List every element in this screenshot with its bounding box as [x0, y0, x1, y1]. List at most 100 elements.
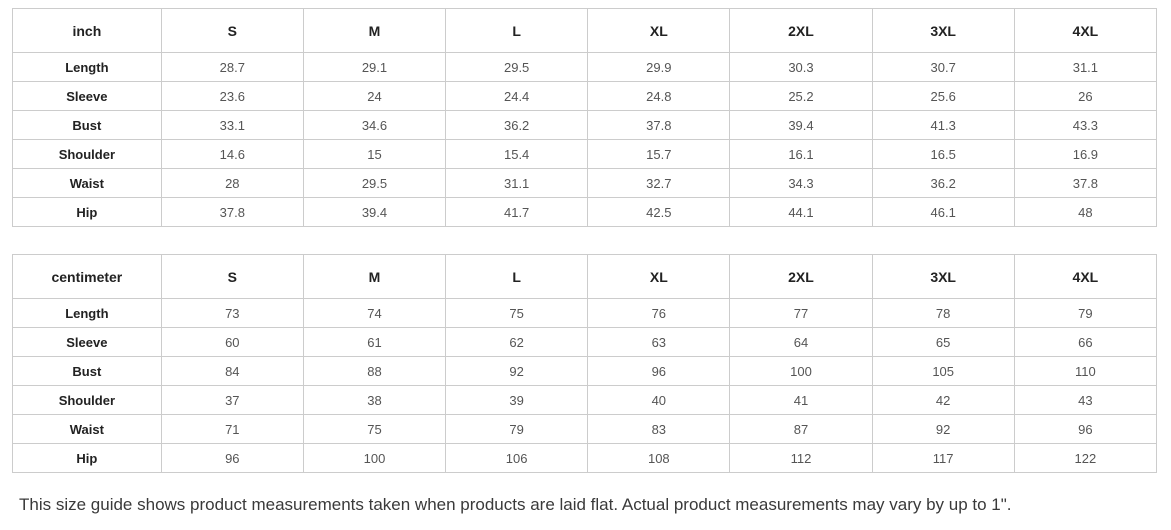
- measurement-value-cell: 23.6: [160, 81, 304, 111]
- measurement-value-cell: 108: [587, 443, 731, 473]
- measurement-value-cell: 33.1: [160, 110, 304, 140]
- measurement-value-cell: 96: [1013, 414, 1158, 444]
- size-header-cell: XL: [587, 254, 731, 299]
- measurement-value-cell: 60: [160, 327, 304, 357]
- measurement-value-cell: 92: [445, 356, 589, 386]
- measurement-value-cell: 77: [729, 298, 873, 328]
- measurement-value-cell: 96: [587, 356, 731, 386]
- measurement-value-cell: 14.6: [160, 139, 304, 169]
- measurement-value-cell: 24.4: [445, 81, 589, 111]
- size-table-inch: inch S M L XL 2XL 3XL 4XL Length 28.7 29.1 29.5 29.9…: [12, 8, 1158, 227]
- measurement-value-cell: 78: [871, 298, 1015, 328]
- size-header-cell: 2XL: [729, 254, 873, 299]
- row-label-cell: Sleeve: [12, 81, 162, 111]
- row-label-cell: Length: [12, 298, 162, 328]
- measurement-value-cell: 105: [871, 356, 1015, 386]
- measurement-row: Shoulder 14.6 15 15.4 15.7 16.1 16.5 16.9: [12, 139, 1158, 169]
- measurement-value-cell: 63: [587, 327, 731, 357]
- measurement-value-cell: 62: [445, 327, 589, 357]
- measurement-value-cell: 34.6: [302, 110, 447, 140]
- measurement-row: Waist 71 75 79 83 87 92 96: [12, 414, 1158, 444]
- measurement-value-cell: 36.2: [871, 168, 1015, 198]
- measurement-value-cell: 41.3: [871, 110, 1015, 140]
- measurement-row: Hip 96 100 106 108 112 117 122: [12, 443, 1158, 473]
- measurement-row: Length 28.7 29.1 29.5 29.9 30.3 30.7 31.1: [12, 52, 1158, 82]
- measurement-value-cell: 42: [871, 385, 1015, 415]
- measurement-value-cell: 30.7: [871, 52, 1015, 82]
- measurement-value-cell: 15.4: [445, 139, 589, 169]
- size-tables-container: inch S M L XL 2XL 3XL 4XL Length 28.7 29.1 29.5 29.9…: [12, 8, 1158, 473]
- size-header-cell: 3XL: [871, 254, 1015, 299]
- measurement-value-cell: 83: [587, 414, 731, 444]
- row-label-cell: Hip: [12, 443, 162, 473]
- row-label-cell: Bust: [12, 110, 162, 140]
- row-label-cell: Shoulder: [12, 385, 162, 415]
- measurement-value-cell: 43: [1013, 385, 1158, 415]
- size-header-cell: M: [302, 8, 447, 53]
- size-header-cell: 3XL: [871, 8, 1015, 53]
- measurement-value-cell: 25.6: [871, 81, 1015, 111]
- size-guide: inch S M L XL 2XL 3XL 4XL Length 28.7 29.1 29.5 29.9…: [12, 8, 1158, 514]
- measurement-value-cell: 29.5: [445, 52, 589, 82]
- measurement-value-cell: 79: [1013, 298, 1158, 328]
- measurement-value-cell: 117: [871, 443, 1015, 473]
- measurement-value-cell: 87: [729, 414, 873, 444]
- measurement-value-cell: 16.5: [871, 139, 1015, 169]
- measurement-value-cell: 46.1: [871, 197, 1015, 227]
- measurement-value-cell: 75: [302, 414, 447, 444]
- measurement-value-cell: 61: [302, 327, 447, 357]
- row-label-cell: Shoulder: [12, 139, 162, 169]
- row-label-cell: Waist: [12, 414, 162, 444]
- measurement-value-cell: 32.7: [587, 168, 731, 198]
- row-label-cell: Bust: [12, 356, 162, 386]
- measurement-row: Hip 37.8 39.4 41.7 42.5 44.1 46.1 48: [12, 197, 1158, 227]
- measurement-row: Bust 84 88 92 96 100 105 110: [12, 356, 1158, 386]
- size-header-cell: M: [302, 254, 447, 299]
- measurement-value-cell: 41.7: [445, 197, 589, 227]
- measurement-row: Length 73 74 75 76 77 78 79: [12, 298, 1158, 328]
- measurement-value-cell: 41: [729, 385, 873, 415]
- measurement-value-cell: 79: [445, 414, 589, 444]
- measurement-value-cell: 84: [160, 356, 304, 386]
- measurement-value-cell: 100: [729, 356, 873, 386]
- row-label-cell: Hip: [12, 197, 162, 227]
- measurement-value-cell: 76: [587, 298, 731, 328]
- measurement-value-cell: 15: [302, 139, 447, 169]
- size-table-centimeter: centimeter S M L XL 2XL 3XL 4XL Length 73 74 75 76 77…: [12, 254, 1158, 473]
- measurement-value-cell: 73: [160, 298, 304, 328]
- measurement-value-cell: 37: [160, 385, 304, 415]
- measurement-value-cell: 66: [1013, 327, 1158, 357]
- size-guide-note: This size guide shows product measuremen…: [19, 495, 1012, 514]
- measurement-row: Sleeve 60 61 62 63 64 65 66: [12, 327, 1158, 357]
- measurement-value-cell: 42.5: [587, 197, 731, 227]
- size-header-cell: XL: [587, 8, 731, 53]
- measurement-value-cell: 100: [302, 443, 447, 473]
- size-table-header-row: centimeter S M L XL 2XL 3XL 4XL: [12, 254, 1158, 299]
- measurement-row: Bust 33.1 34.6 36.2 37.8 39.4 41.3 43.3: [12, 110, 1158, 140]
- measurement-value-cell: 75: [445, 298, 589, 328]
- measurement-row: Sleeve 23.6 24 24.4 24.8 25.2 25.6 26: [12, 81, 1158, 111]
- measurement-value-cell: 26: [1013, 81, 1158, 111]
- measurement-value-cell: 106: [445, 443, 589, 473]
- measurement-value-cell: 24.8: [587, 81, 731, 111]
- measurement-value-cell: 122: [1013, 443, 1158, 473]
- measurement-value-cell: 30.3: [729, 52, 873, 82]
- measurement-value-cell: 92: [871, 414, 1015, 444]
- unit-header-cell: centimeter: [12, 254, 162, 299]
- row-label-cell: Length: [12, 52, 162, 82]
- measurement-value-cell: 31.1: [445, 168, 589, 198]
- measurement-value-cell: 36.2: [445, 110, 589, 140]
- size-header-cell: S: [160, 8, 304, 53]
- measurement-value-cell: 31.1: [1013, 52, 1158, 82]
- measurement-value-cell: 16.1: [729, 139, 873, 169]
- measurement-value-cell: 29.5: [302, 168, 447, 198]
- measurement-value-cell: 74: [302, 298, 447, 328]
- measurement-value-cell: 39: [445, 385, 589, 415]
- measurement-value-cell: 29.1: [302, 52, 447, 82]
- size-header-cell: L: [445, 254, 589, 299]
- measurement-value-cell: 39.4: [729, 110, 873, 140]
- measurement-value-cell: 96: [160, 443, 304, 473]
- measurement-value-cell: 43.3: [1013, 110, 1158, 140]
- measurement-value-cell: 71: [160, 414, 304, 444]
- measurement-value-cell: 44.1: [729, 197, 873, 227]
